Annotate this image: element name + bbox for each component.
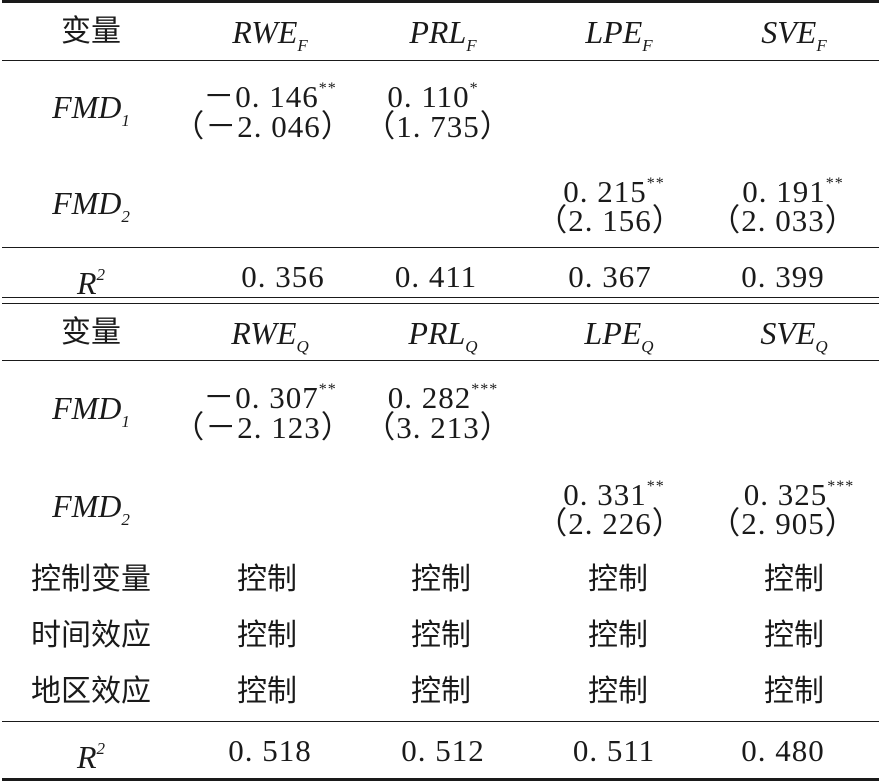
header-col3: LPEQ bbox=[584, 315, 654, 356]
coef-cell: 0. 331** bbox=[563, 477, 665, 512]
control-cell: 控制 bbox=[411, 674, 471, 709]
header-col3: LPEF bbox=[585, 14, 653, 55]
bottom-rule bbox=[2, 778, 879, 781]
header-col2: PRLQ bbox=[408, 315, 478, 356]
header-col4: SVEQ bbox=[760, 315, 828, 356]
r2-value: 0. 411 bbox=[394, 259, 478, 294]
row-label-r2: R2 bbox=[76, 265, 106, 301]
control-cell: 控制 bbox=[411, 562, 471, 597]
control-cell: 控制 bbox=[588, 674, 648, 709]
r2-rule-q bbox=[2, 721, 879, 722]
row-label-r2: R2 bbox=[76, 739, 106, 775]
r2-value: 0. 399 bbox=[741, 259, 825, 294]
r2-value: 0. 511 bbox=[572, 733, 656, 768]
control-cell: 控制 bbox=[588, 618, 648, 653]
r2-value: 0. 367 bbox=[568, 259, 652, 294]
tstat-cell: （－2. 123） bbox=[173, 410, 353, 445]
tstat-cell: （2. 905） bbox=[709, 506, 857, 541]
header-col1: RWEF bbox=[232, 14, 308, 55]
control-cell: 控制 bbox=[588, 562, 648, 597]
tstat-cell: （2. 156） bbox=[536, 203, 684, 238]
panel-separator-top bbox=[2, 297, 879, 298]
r2-value: 0. 512 bbox=[401, 733, 485, 768]
row-label-fmd2: FMD2 bbox=[52, 185, 130, 226]
row-label-region-effects: 地区效应 bbox=[31, 674, 151, 709]
coef-cell: －0. 146** bbox=[203, 79, 337, 114]
control-cell: 控制 bbox=[237, 562, 297, 597]
row-label-control-variables: 控制变量 bbox=[31, 562, 151, 597]
control-cell: 控制 bbox=[764, 618, 824, 653]
control-cell: 控制 bbox=[411, 618, 471, 653]
control-cell: 控制 bbox=[237, 618, 297, 653]
row-label-fmd2: FMD2 bbox=[52, 488, 130, 529]
header-col4: SVEF bbox=[761, 14, 827, 55]
coef-cell: 0. 110* bbox=[387, 79, 479, 114]
top-rule bbox=[2, 0, 879, 3]
control-cell: 控制 bbox=[237, 674, 297, 709]
coef-cell: 0. 215** bbox=[563, 174, 665, 209]
row-label-fmd1: FMD1 bbox=[52, 89, 130, 130]
control-cell: 控制 bbox=[764, 674, 824, 709]
coef-cell: 0. 282*** bbox=[387, 380, 499, 415]
tstat-cell: （2. 226） bbox=[536, 506, 684, 541]
tstat-cell: （－2. 046） bbox=[173, 109, 353, 144]
tstat-cell: （2. 033） bbox=[709, 203, 857, 238]
coef-cell: 0. 191** bbox=[742, 174, 844, 209]
tstat-cell: （1. 735） bbox=[364, 109, 512, 144]
row-label-fmd1: FMD1 bbox=[52, 390, 130, 431]
tstat-cell: （3. 213） bbox=[364, 410, 512, 445]
coef-cell: －0. 307** bbox=[203, 380, 337, 415]
coef-cell: 0. 325*** bbox=[743, 477, 855, 512]
header-rule-f bbox=[2, 60, 879, 61]
panel-separator-bottom bbox=[2, 303, 879, 304]
control-cell: 控制 bbox=[764, 562, 824, 597]
header-col1: RWEQ bbox=[231, 315, 309, 356]
r2-value: 0. 480 bbox=[741, 733, 825, 768]
r2-rule-f bbox=[2, 247, 879, 248]
header-rule-q bbox=[2, 360, 879, 361]
header-variable-label: 变量 bbox=[61, 14, 121, 49]
header-col2: PRLF bbox=[409, 14, 477, 55]
r2-value: 0. 518 bbox=[228, 733, 312, 768]
row-label-time-effects: 时间效应 bbox=[31, 618, 151, 653]
header-variable-label: 变量 bbox=[61, 315, 121, 350]
r2-value: 0. 356 bbox=[241, 259, 325, 294]
